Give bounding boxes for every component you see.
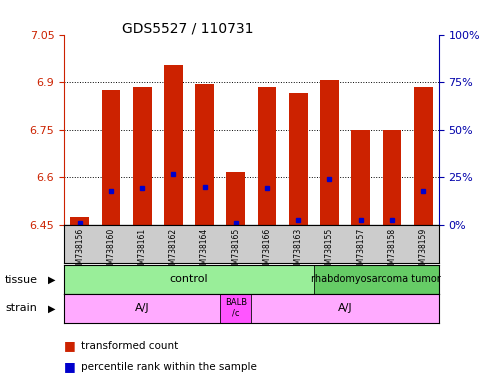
- Text: GSM738160: GSM738160: [106, 228, 115, 274]
- Text: control: control: [170, 274, 209, 285]
- Bar: [195, 84, 214, 225]
- Text: A/J: A/J: [338, 303, 352, 313]
- Bar: [314, 265, 439, 294]
- Bar: [258, 87, 277, 225]
- Bar: [251, 294, 439, 323]
- Text: ▶: ▶: [48, 303, 56, 313]
- Text: GSM738165: GSM738165: [231, 228, 240, 274]
- Bar: [64, 265, 314, 294]
- Text: percentile rank within the sample: percentile rank within the sample: [81, 362, 257, 372]
- Text: GSM738163: GSM738163: [294, 228, 303, 274]
- Bar: [220, 294, 251, 323]
- Text: GSM738157: GSM738157: [356, 228, 365, 274]
- Text: transformed count: transformed count: [81, 341, 178, 351]
- Text: GSM738159: GSM738159: [419, 228, 427, 274]
- Text: GSM738166: GSM738166: [263, 228, 272, 274]
- Text: A/J: A/J: [135, 303, 149, 313]
- Text: ■: ■: [64, 360, 76, 373]
- Bar: [133, 87, 151, 225]
- Text: tissue: tissue: [5, 275, 38, 285]
- Bar: [289, 93, 308, 225]
- Bar: [64, 294, 220, 323]
- Bar: [70, 217, 89, 225]
- Text: ■: ■: [64, 339, 76, 352]
- Text: GDS5527 / 110731: GDS5527 / 110731: [122, 21, 253, 35]
- Text: GSM738164: GSM738164: [200, 228, 209, 274]
- Text: GSM738158: GSM738158: [387, 228, 396, 274]
- Bar: [383, 130, 401, 225]
- Text: GSM738156: GSM738156: [75, 228, 84, 274]
- Bar: [414, 87, 432, 225]
- Text: ▶: ▶: [48, 275, 56, 285]
- Bar: [226, 172, 245, 225]
- Bar: [352, 130, 370, 225]
- Text: GSM738155: GSM738155: [325, 228, 334, 274]
- Text: BALB
/c: BALB /c: [225, 298, 247, 318]
- Text: GSM738161: GSM738161: [138, 228, 146, 274]
- Bar: [164, 65, 183, 225]
- Bar: [320, 81, 339, 225]
- Text: strain: strain: [5, 303, 37, 313]
- Bar: [102, 90, 120, 225]
- Text: rhabdomyosarcoma tumor: rhabdomyosarcoma tumor: [312, 274, 441, 285]
- Text: GSM738162: GSM738162: [169, 228, 178, 274]
